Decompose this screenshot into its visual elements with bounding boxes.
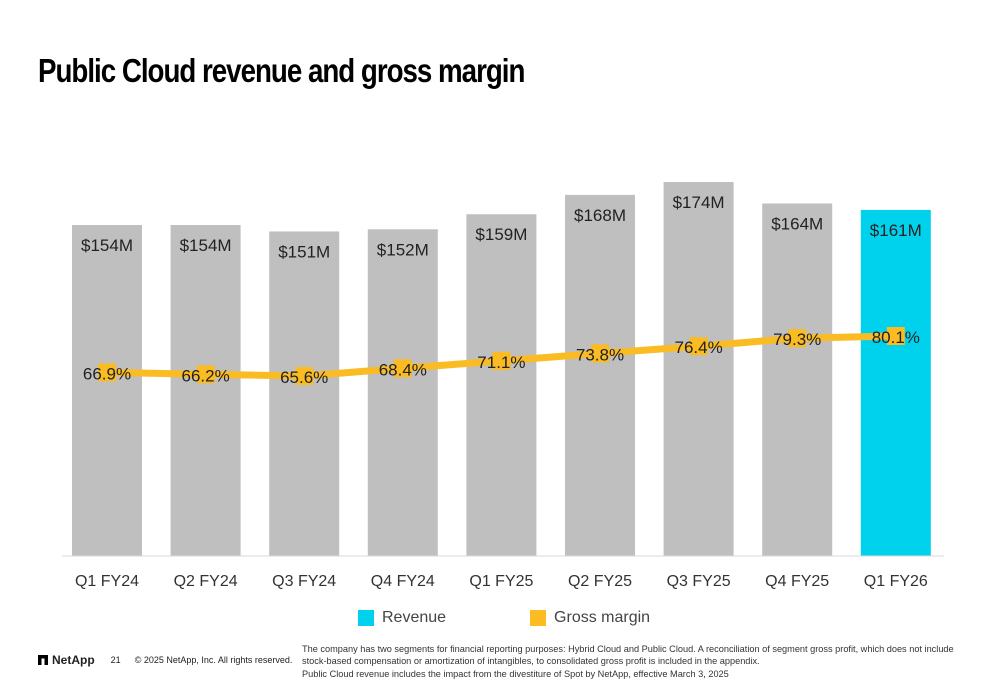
footnote-segments: The company has two segments for financi… bbox=[302, 644, 954, 667]
gross-margin-marker bbox=[492, 351, 511, 370]
x-tick-label: Q2 FY24 bbox=[174, 573, 238, 590]
revenue-bar bbox=[367, 229, 438, 556]
gross-margin-marker bbox=[591, 344, 609, 363]
legend-swatch-gross-margin bbox=[530, 610, 547, 626]
revenue-bar bbox=[762, 203, 833, 556]
chart-legend: Revenue Gross margin bbox=[358, 609, 734, 627]
gross-margin-value-label: 65.6% bbox=[280, 368, 328, 387]
revenue-value-label: $164M bbox=[771, 214, 823, 233]
gross-margin-marker bbox=[98, 363, 116, 382]
footer: NetApp 21 © 2025 NetApp, Inc. All rights… bbox=[38, 653, 292, 667]
revenue-bar bbox=[663, 182, 734, 556]
revenue-value-label: $151M bbox=[278, 242, 330, 261]
legend-item-gross-margin: Gross margin bbox=[530, 609, 650, 627]
copyright: © 2025 NetApp, Inc. All rights reserved. bbox=[134, 655, 293, 665]
revenue-margin-chart: $154M $154M $151M $152M $159M $168M $174M $164M… bbox=[62, 182, 944, 590]
gross-margin-value-label: 71.1% bbox=[477, 353, 525, 372]
legend-label-gross-margin: Gross margin bbox=[554, 609, 651, 626]
legend-item-revenue: Revenue bbox=[358, 609, 446, 627]
x-tick-label: Q1 FY24 bbox=[75, 573, 139, 590]
netapp-logo-icon bbox=[38, 655, 48, 665]
gross-margin-value-label: 80.1% bbox=[872, 328, 920, 347]
legend-label-revenue: Revenue bbox=[382, 609, 447, 626]
gross-margin-marker bbox=[689, 337, 708, 356]
revenue-value-label: $174M bbox=[673, 193, 725, 212]
x-tick-label: Q1 FY26 bbox=[864, 573, 928, 590]
revenue-value-label: $168M bbox=[574, 206, 626, 225]
gross-margin-marker bbox=[295, 367, 314, 385]
revenue-value-label: $154M bbox=[81, 236, 133, 255]
footnote: The company has two segments for financi… bbox=[302, 643, 962, 680]
gross-margin-marker bbox=[788, 329, 807, 348]
revenue-bar bbox=[466, 214, 537, 556]
revenue-bar bbox=[72, 224, 142, 556]
x-tick-label: Q2 FY25 bbox=[568, 573, 632, 590]
logo-text: NetApp bbox=[52, 653, 95, 667]
netapp-logo: NetApp bbox=[38, 653, 95, 667]
revenue-bar bbox=[565, 194, 635, 556]
gross-margin-value-label: 79.3% bbox=[773, 330, 821, 349]
revenue-value-label: $152M bbox=[377, 240, 429, 259]
x-tick-label: Q4 FY25 bbox=[765, 573, 829, 590]
gross-margin-value-label: 76.4% bbox=[674, 338, 722, 357]
revenue-value-label: $159M bbox=[475, 225, 527, 244]
revenue-bar bbox=[269, 231, 340, 557]
page-number: 21 bbox=[110, 655, 121, 665]
gross-margin-marker bbox=[393, 359, 412, 378]
gross-margin-marker bbox=[886, 327, 905, 345]
x-tick-label: Q4 FY24 bbox=[371, 573, 435, 590]
revenue-value-label: $161M bbox=[870, 221, 922, 240]
x-tick-label: Q3 FY24 bbox=[272, 573, 336, 590]
legend-swatch-revenue bbox=[358, 610, 374, 626]
revenue-bar bbox=[170, 224, 241, 556]
revenue-bar bbox=[860, 209, 931, 556]
revenue-value-label: $154M bbox=[180, 236, 232, 255]
gross-margin-value-label: 73.8% bbox=[576, 345, 624, 364]
gross-margin-value-label: 66.9% bbox=[83, 364, 131, 383]
x-tick-label: Q1 FY25 bbox=[469, 573, 533, 590]
gross-margin-marker bbox=[196, 365, 215, 384]
x-tick-label: Q3 FY25 bbox=[667, 573, 731, 590]
gross-margin-value-label: 68.4% bbox=[379, 360, 427, 379]
page-title: Public Cloud revenue and gross margin bbox=[38, 52, 525, 89]
gross-margin-value-label: 66.2% bbox=[181, 366, 229, 385]
footnote-divestiture: Public Cloud revenue includes the impact… bbox=[302, 668, 729, 679]
